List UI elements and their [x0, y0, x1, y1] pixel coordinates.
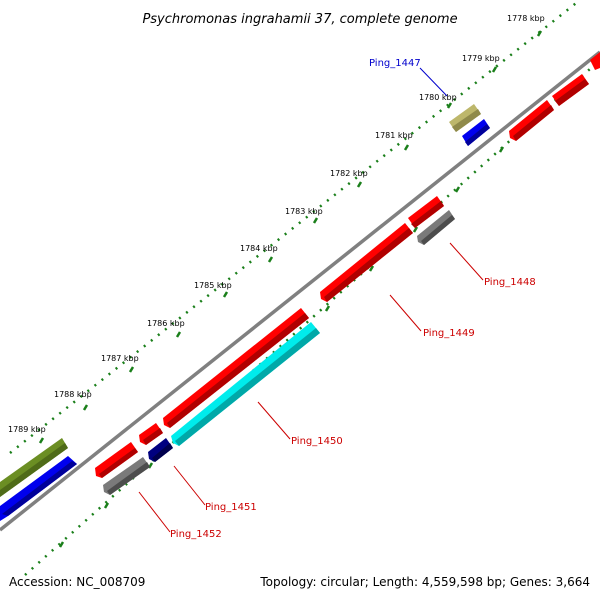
inner-strand-genes — [0, 52, 600, 521]
tick-labels: 1778 kbp 1779 kbp 1780 kbp 1781 kbp 1782… — [8, 14, 545, 434]
gene-label-ping-1447[interactable]: Ping_1447 — [369, 58, 421, 69]
callout-line-1451 — [173, 465, 206, 506]
callout-line-1449 — [389, 294, 422, 332]
outer-major-ticks — [38, 30, 543, 444]
gene-feature-red-small-a-shade — [99, 448, 138, 478]
gene-ping-1452-shade — [107, 462, 150, 495]
callout-line-1450 — [257, 401, 291, 440]
gene-feature-red-upper-b-shade — [555, 79, 589, 106]
callout-line-1452 — [138, 491, 171, 533]
gene-ping-1451-bar[interactable] — [148, 438, 173, 462]
gene-feature-red-long-a-shade — [167, 313, 309, 428]
outer-strand-genes — [0, 104, 481, 497]
tick-label: 1781 kbp — [375, 131, 413, 140]
callout-line-1448 — [449, 242, 484, 281]
gene-label-ping-1450[interactable]: Ping_1450 — [291, 436, 343, 447]
gene-ping-1449-shade — [324, 228, 413, 302]
tick-label: 1779 kbp — [462, 54, 500, 63]
gene-feature-blue-right-shade — [465, 124, 490, 146]
gene-label-ping-1449[interactable]: Ping_1449 — [423, 328, 475, 339]
map-title: Psychromonas ingrahamii 37, complete gen… — [142, 12, 457, 27]
genome-summary-text: Topology: circular; Length: 4,559,598 bp… — [259, 575, 590, 589]
gene-label-ping-1451[interactable]: Ping_1451 — [205, 502, 257, 513]
gene-label-ping-1452[interactable]: Ping_1452 — [170, 529, 222, 540]
callout-lines — [138, 67, 484, 533]
tick-label: 1780 kbp — [419, 93, 457, 102]
gene-feature-blue-left-shade — [2, 461, 77, 516]
tick-label: 1788 kbp — [54, 390, 92, 399]
tick-label: 1782 kbp — [330, 169, 368, 178]
gene-feature-olive-shade — [0, 443, 68, 497]
genome-backbone — [0, 50, 600, 532]
gene-feature-red-small-b-shade — [143, 428, 163, 445]
tick-label: 1785 kbp — [194, 281, 232, 290]
gene-ping-1450-shade — [175, 328, 320, 446]
tick-label: 1778 kbp — [507, 14, 545, 23]
gene-feature-red-small-a[interactable] — [95, 442, 138, 478]
tick-label: 1783 kbp — [285, 207, 323, 216]
callout-line-1447 — [419, 67, 448, 97]
tick-label: 1789 kbp — [8, 425, 46, 434]
gene-ping-1451-shade — [152, 443, 173, 462]
tick-label: 1787 kbp — [101, 354, 139, 363]
tick-label: 1784 kbp — [240, 244, 278, 253]
accession-text: Accession: NC_008709 — [9, 575, 145, 589]
gene-ping-1448-shade — [421, 215, 455, 245]
gene-ping-1448-bar[interactable] — [417, 210, 455, 245]
gene-labels: Ping_1447 Ping_1448 Ping_1449 Ping_1450 … — [170, 58, 536, 540]
gene-ping-1447-shade — [452, 109, 481, 132]
tick-label: 1786 kbp — [147, 319, 185, 328]
gene-label-ping-1448[interactable]: Ping_1448 — [484, 277, 536, 288]
gene-feature-red-short-c-shade — [411, 201, 444, 228]
gene-feature-red-upper-a-shade — [513, 105, 554, 141]
gene-feature-red-edge[interactable] — [590, 52, 600, 70]
